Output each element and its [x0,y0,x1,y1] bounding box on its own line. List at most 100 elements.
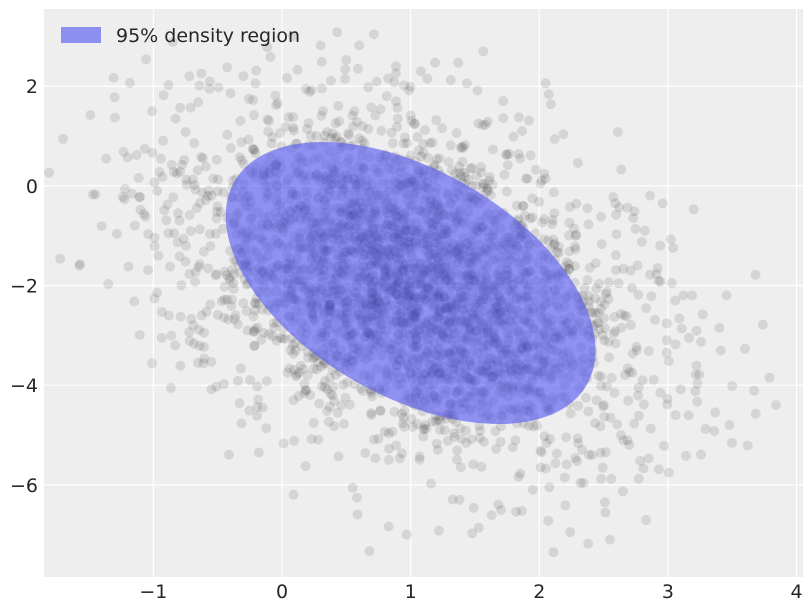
scatter-point [487,144,498,155]
scatter-point [306,85,317,96]
y-tick-label: 2 [26,76,38,98]
scatter-point [558,129,569,140]
scatter-point [541,437,552,448]
scatter-point [147,106,158,117]
scatter-point [299,379,310,390]
scatter-point [448,428,459,439]
scatter-point [520,173,531,184]
scatter-point [199,353,210,364]
scatter-point [313,434,324,445]
scatter-point [90,189,101,200]
scatter-point [383,428,394,439]
scatter-point [635,455,646,466]
scatter-point [226,143,237,154]
scatter-point [434,153,445,164]
scatter-point [181,174,192,185]
scatter-point [573,438,584,449]
scatter-point [695,449,706,460]
scatter-point [616,164,627,175]
scatter-point [643,453,654,464]
scatter-point [498,95,509,106]
scatter-point [226,301,237,312]
scatter-point [478,46,489,57]
scatter-point [316,110,327,121]
scatter-point [288,489,299,500]
scatter-point [173,208,184,219]
scatter-point [442,435,453,446]
scatter-point [662,393,673,404]
scatter-point [606,473,617,484]
scatter-point [176,280,187,291]
scatter-point [502,160,513,171]
scatter-point [274,128,285,139]
scatter-point [156,153,167,164]
scatter-point [278,438,289,449]
scatter-point [249,340,260,351]
scatter-point [158,135,169,146]
scatter-point [371,76,382,87]
x-tick-label: 1 [405,581,417,603]
scatter-point [163,310,174,321]
scatter-point [292,64,303,75]
scatter-point [315,40,326,51]
scatter-point [433,525,444,536]
scatter-point [478,436,489,447]
scatter-point [561,459,572,470]
scatter-point [570,452,581,463]
scatter-point [501,186,512,197]
scatter-point [219,266,230,277]
scatter-point [184,71,195,82]
scatter-point [522,173,533,184]
scatter-point [582,275,593,286]
scatter-point [165,261,176,272]
scatter-point [316,381,327,392]
scatter-point [527,193,538,204]
scatter-point [458,142,469,153]
scatter-point [192,165,203,176]
scatter-point [258,327,269,338]
scatter-point [434,425,445,436]
scatter-point [184,327,195,338]
scatter-point [332,407,343,418]
scatter-point [605,534,616,545]
legend-label: 95% density region [116,25,300,47]
scatter-point [571,198,582,209]
scatter-point [364,546,375,557]
scatter-point [405,150,416,161]
scatter-point [641,514,652,525]
scatter-point [696,336,707,347]
scatter-point [549,208,560,219]
scatter-point [392,102,403,113]
scatter-point [454,167,465,178]
scatter-point [540,78,551,89]
scatter-point [721,290,732,301]
scatter-point [119,194,130,205]
scatter-point [189,138,200,149]
scatter-point [573,400,584,411]
scatter-point [168,167,179,178]
scatter-point [643,346,654,357]
scatter-point [263,126,274,137]
scatter-point [473,522,484,533]
scatter-point [285,345,296,356]
scatter-point [590,308,601,319]
scatter-point [74,260,85,271]
scatter-point [288,125,299,136]
scatter-point [609,312,620,323]
scatter-point [357,120,368,131]
scatter-point [227,264,238,275]
scatter-point [757,319,768,330]
scatter-point [476,161,487,172]
scatter-point [629,206,640,217]
scatter-point [223,449,234,460]
y-tick-label: −2 [10,276,38,298]
scatter-point [599,299,610,310]
scatter-point [197,153,208,164]
scatter-point [473,118,484,129]
scatter-point [368,29,379,40]
scatter-point [666,278,677,289]
scatter-point [615,430,626,441]
scatter-point [454,161,465,172]
scatter-point [354,133,365,144]
scatter-point [404,85,415,96]
